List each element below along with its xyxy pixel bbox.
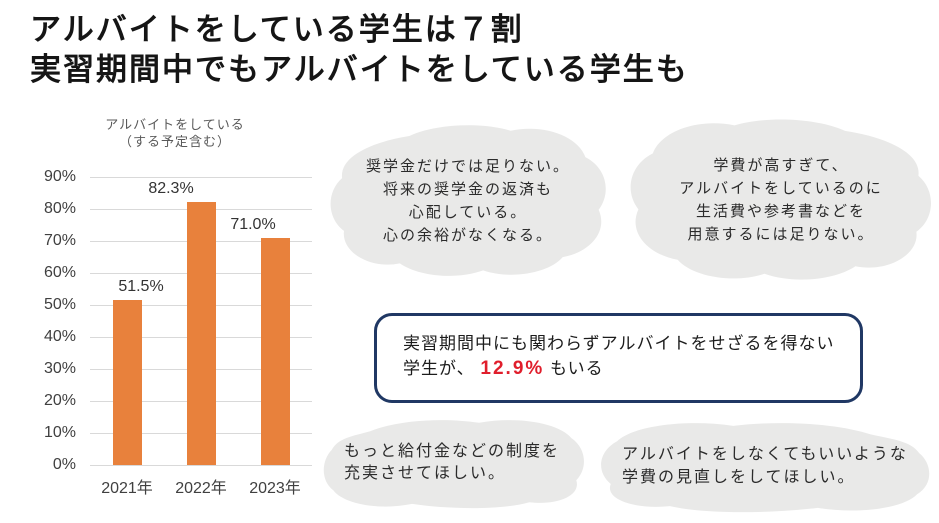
y-tick-label: 60%	[43, 264, 76, 281]
y-tick-label: 20%	[43, 392, 76, 409]
page-title-line-1: アルバイトをしている学生は７割	[30, 12, 524, 47]
bar	[260, 237, 290, 465]
bubble-line: 心の余裕がなくなる。	[382, 227, 553, 244]
y-tick-label: 80%	[43, 200, 76, 217]
bar-value-label: 71.0%	[230, 215, 276, 233]
callout-line-1: 実習期間中にも関わらずアルバイトをせざるを得ない	[403, 334, 835, 353]
bar-group: 71.0%	[230, 177, 297, 465]
gridline	[90, 177, 312, 178]
x-category-label: 2023年	[249, 480, 301, 497]
bubble-text: アルバイトをしなくてもいいような 学費の見直しをしてほしい。	[596, 419, 934, 513]
callout-box: 実習期間中にも関わらずアルバイトをせざるを得ない 学生が、 12.9% もいる	[374, 313, 863, 403]
bubble-text: もっと給付金などの制度を 充実させてほしい。	[320, 416, 588, 509]
y-tick-label: 70%	[43, 232, 76, 249]
callout-highlight: 12.9%	[480, 358, 545, 379]
bubble-text: 奨学金だけでは足りない。 将来の奨学金の返済も 心配している。心の余裕がなくなる。	[326, 122, 610, 280]
bubble-line: 学費の見直しをしてほしい。	[622, 469, 856, 486]
bubble-line: アルバイトをしなくてもいいような	[622, 446, 908, 463]
chart-title: アルバイトをしている （する予定含む）	[53, 116, 297, 150]
callout-line-2-prefix: 学生が、	[403, 359, 475, 378]
bubble-line: アルバイトをしているのに	[679, 180, 883, 197]
plot-area: 51.5% 82.3% 71.0%	[90, 177, 312, 466]
bubble-line: 心配している。	[408, 204, 528, 221]
bubble-line: 用意するには足りない。	[687, 226, 875, 243]
cloud-shape-icon	[330, 125, 606, 276]
bubble-line: 学費が高すぎて、	[713, 157, 849, 174]
y-tick-label: 50%	[43, 296, 76, 313]
bars: 51.5% 82.3% 71.0%	[90, 177, 312, 465]
y-axis: 0% 10% 20% 30% 40% 50% 60% 70% 80% 90%	[24, 168, 76, 473]
x-category-label: 2022年	[175, 480, 227, 497]
cloud-shape-icon	[323, 420, 584, 509]
bubble-text: 学費が高すぎて、アルバイトをしているのに 生活費や参考書などを 用意するには足りない…	[626, 116, 936, 284]
bubble-tuition-review: アルバイトをしなくてもいいような 学費の見直しをしてほしい。	[596, 419, 934, 513]
y-tick-label: 40%	[43, 328, 76, 345]
bubble-benefits: もっと給付金などの制度を 充実させてほしい。	[320, 416, 588, 509]
y-tick-label: 30%	[43, 360, 76, 377]
y-tick-label: 10%	[43, 424, 76, 441]
bar-group: 82.3%	[148, 177, 223, 465]
cloud-shape-icon	[601, 423, 930, 513]
bubble-line: もっと給付金などの制度を	[344, 442, 561, 460]
x-category-label: 2021年	[101, 480, 153, 497]
bar-value-label: 82.3%	[148, 179, 194, 197]
bubble-scholarship: 奨学金だけでは足りない。 将来の奨学金の返済も 心配している。心の余裕がなくなる。	[326, 122, 610, 280]
bubble-line: 奨学金だけでは足りない。	[365, 158, 570, 175]
chart-title-line-1: アルバイトをしている	[105, 117, 245, 132]
bar-group: 51.5%	[104, 177, 164, 465]
page-title-line-2: 実習期間中でもアルバイトをしている学生も	[30, 52, 689, 87]
bubble-line: 充実させてほしい。	[344, 464, 507, 482]
bar	[186, 201, 216, 465]
page-title: アルバイトをしている学生は７割 実習期間中でもアルバイトをしている学生も	[30, 10, 689, 90]
y-tick-label: 0%	[52, 456, 76, 473]
bubble-line: 将来の奨学金の返済も	[382, 181, 553, 198]
chart-title-line-2: （する予定含む）	[118, 134, 231, 149]
y-tick-label: 90%	[43, 168, 76, 185]
bar-value-label: 51.5%	[118, 278, 164, 296]
callout-line-2-suffix: もいる	[550, 359, 604, 378]
bar	[112, 300, 142, 465]
bubble-line: 生活費や参考書などを	[695, 203, 866, 220]
bubble-tuition-high: 学費が高すぎて、アルバイトをしているのに 生活費や参考書などを 用意するには足りない…	[626, 116, 936, 284]
cloud-shape-icon	[630, 119, 931, 280]
x-labels: 2021年 2022年 2023年	[90, 474, 312, 498]
gridline	[90, 465, 312, 466]
callout-line-2: 学生が、 12.9% もいる	[403, 356, 840, 381]
